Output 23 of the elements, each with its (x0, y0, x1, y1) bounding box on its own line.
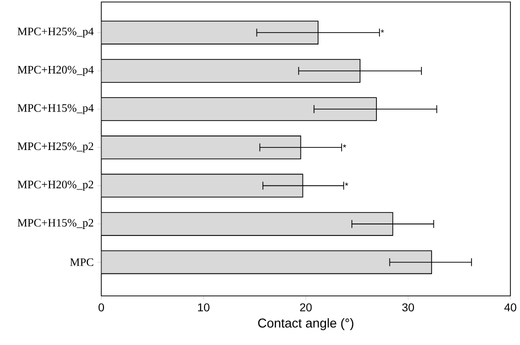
annotation: * (345, 182, 348, 186)
y-tick-label: MPC+H15%_p2 (18, 219, 94, 230)
y-tick-label: MPC+H20%_p2 (18, 180, 94, 191)
x-tick-label: 10 (198, 304, 210, 312)
x-tick-label: 30 (402, 304, 414, 312)
bar (101, 97, 377, 122)
x-tick-label: 20 (300, 304, 312, 312)
y-tick-label: MPC+H20%_p4 (18, 66, 94, 76)
x-tick-label: 40 (504, 304, 516, 312)
bar (101, 136, 302, 160)
x-tick-label: 0 (98, 304, 104, 312)
annotation: * (342, 144, 346, 148)
bar (101, 59, 360, 83)
bar (101, 20, 318, 45)
bar (101, 174, 304, 198)
bar (101, 212, 394, 236)
annotation: * (380, 30, 384, 33)
bar (101, 250, 432, 274)
y-tick-label: MPC+H15%_p4 (18, 104, 94, 114)
y-tick-label: MPC+H25%_p2 (18, 142, 94, 153)
x-axis-title: Contact angle (°) (258, 318, 354, 330)
y-tick-label: MPC+H25%_p4 (18, 28, 94, 38)
y-tick-label: MPC (70, 258, 94, 266)
